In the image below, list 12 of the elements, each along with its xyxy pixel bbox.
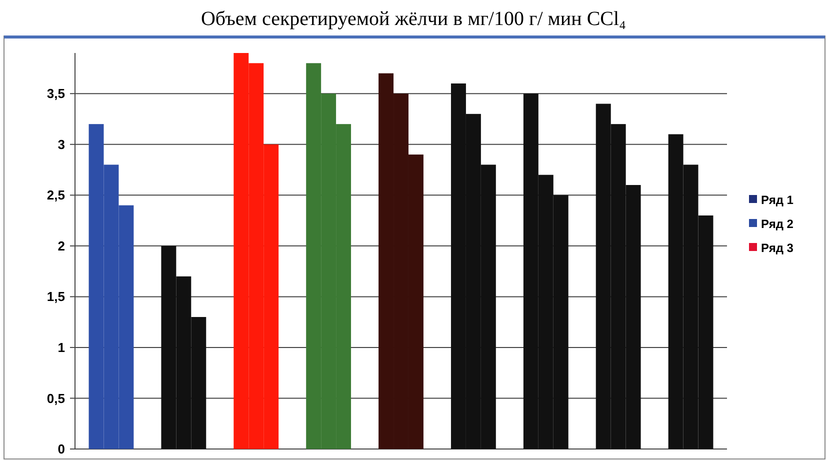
y-tick-label: 2 (58, 238, 65, 254)
y-tick-label: 3 (58, 136, 65, 152)
y-tick-label: 3,5 (46, 86, 65, 102)
y-tick-label: 0 (58, 442, 65, 457)
y-tick-label: 2,5 (46, 188, 65, 203)
legend-label: Ряд 2 (761, 217, 794, 232)
y-tick-label: 1 (58, 340, 65, 356)
y-tick-label: 0,5 (46, 390, 65, 406)
y-tick-label: 1,5 (46, 289, 65, 304)
chart-title: Объем секретируемой жёлчи в мг/100 г/ мин CCl₄ (200, 8, 626, 30)
text: Ряд 3 (761, 241, 794, 256)
text: Ряд 1 (761, 193, 794, 208)
